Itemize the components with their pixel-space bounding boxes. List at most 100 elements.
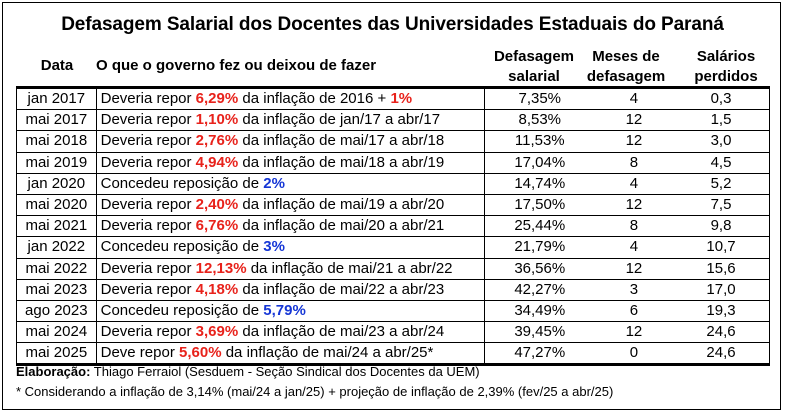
cell-salarios: 15,6 — [672, 257, 770, 280]
cell-action: Deveria repor 12,13% da inflação de mai/… — [95, 257, 485, 280]
cell-meses: 3 — [594, 278, 673, 301]
header-salarios-line1: Salários — [696, 48, 756, 65]
table-row: mai 2020 Deveria repor 2,40% da inflação … — [16, 193, 770, 217]
table-row: mai 2017 Deveria repor 1,10% da inflação … — [16, 109, 770, 132]
header-meses-line1: Meses de — [592, 48, 660, 65]
cell-defasagem: 34,49% — [483, 299, 595, 323]
figure-title: Defasagem Salarial dos Docentes das Univ… — [61, 14, 724, 35]
footer-note: * Considerando a inflação de 3,14% (mai/… — [16, 384, 614, 399]
cell-meses: 4 — [594, 87, 673, 111]
table-row: mai 2019 Deveria repor 4,94% da inflação … — [16, 151, 770, 174]
cell-defasagem: 7,35% — [483, 87, 595, 111]
header-what: O que o governo fez ou deixou de fazer — [96, 57, 377, 74]
action-percent: 2% — [263, 174, 285, 192]
cell-meses: 8 — [594, 151, 673, 174]
action-text: Concedeu reposição de — [100, 301, 264, 319]
table-row: mai 2023 Deveria repor 4,18% da inflação … — [16, 278, 770, 301]
footer-label: Elaboração: — [16, 364, 91, 379]
cell-defasagem: 42,27% — [483, 278, 595, 301]
cell-salarios: 24,6 — [672, 342, 770, 365]
footer-credit: Elaboração: Thiago Ferraiol (Sesduem - S… — [16, 364, 480, 379]
cell-salarios: 7,5 — [672, 193, 770, 217]
figure-frame — [2, 2, 781, 410]
cell-salarios: 9,8 — [672, 215, 770, 238]
cell-meses: 4 — [594, 236, 673, 259]
cell-defasagem: 36,56% — [483, 257, 595, 280]
header-date: Data — [40, 57, 74, 74]
cell-salarios: 24,6 — [672, 321, 770, 344]
action-text: da inflação de mai/17 a abr/18 — [238, 132, 445, 150]
salary-table: jan 2017 Deveria repor 6,29% da inflação … — [16, 87, 770, 365]
action-text: da inflação de mai/20 a abr/21 — [238, 217, 445, 235]
footer-text: Thiago Ferraiol (Sesduem - Seção Sindica… — [90, 364, 480, 379]
action-text: Deveria repor — [100, 90, 196, 108]
table-row: mai 2025 Deve repor 5,60% da inflação de … — [16, 342, 770, 365]
cell-action: Deveria repor 6,76% da inflação de mai/2… — [95, 215, 485, 238]
action-percent: 3% — [263, 238, 285, 256]
table-row: ago 2023 Concedeu reposição de 5,79% 34,49… — [16, 299, 770, 323]
header-rule — [16, 86, 770, 89]
action-text: Deveria repor — [100, 132, 196, 150]
action-percent: 2,76% — [195, 132, 239, 150]
table-row: mai 2018 Deveria repor 2,76% da inflação … — [16, 130, 770, 153]
header-salarios: Salários perdidos — [676, 47, 776, 87]
action-text: da inflação de mai/22 a abr/23 — [238, 280, 445, 298]
cell-action: Deveria repor 4,18% da inflação de mai/2… — [95, 278, 485, 301]
cell-action: Concedeu reposição de 2% — [95, 172, 485, 195]
cell-defasagem: 25,44% — [483, 215, 595, 238]
cell-meses: 12 — [594, 193, 673, 217]
header-defasagem-line1: Defasagem — [493, 48, 575, 65]
table-row: mai 2021 Deveria repor 6,76% da inflação … — [16, 215, 770, 238]
cell-date: mai 2021 — [16, 215, 97, 238]
cell-defasagem: 39,45% — [483, 321, 595, 344]
cell-action: Deveria repor 2,40% da inflação de mai/1… — [95, 193, 485, 217]
cell-action: Deveria repor 1,10% da inflação de jan/1… — [95, 109, 485, 132]
table-row: mai 2022 Deveria repor 12,13% da inflação… — [16, 257, 770, 280]
action-percent: 4,94% — [195, 153, 239, 171]
header-meses-line2: defasagem — [586, 68, 666, 85]
cell-action: Deveria repor 4,94% da inflação de mai/1… — [95, 151, 485, 174]
action-text: da inflação de mai/18 a abr/19 — [238, 153, 445, 171]
action-text: Deveria repor — [100, 196, 196, 214]
cell-salarios: 17,0 — [672, 278, 770, 301]
cell-meses: 12 — [594, 257, 673, 280]
header-defasagem-line2: salarial — [508, 68, 560, 85]
action-percent: 6,29% — [195, 90, 239, 108]
cell-meses: 12 — [594, 130, 673, 153]
cell-action: Deveria repor 2,76% da inflação de mai/1… — [95, 130, 485, 153]
cell-meses: 12 — [594, 109, 673, 132]
header-salarios-line2: perdidos — [694, 68, 758, 85]
cell-action: Concedeu reposição de 5,79% — [95, 299, 485, 323]
action-text: Concedeu reposição de — [100, 174, 264, 192]
action-text: da inflação de mai/24 a abr/25* — [221, 344, 434, 362]
cell-meses: 0 — [594, 342, 673, 365]
cell-date: mai 2024 — [16, 321, 97, 344]
cell-date: jan 2020 — [16, 172, 97, 195]
cell-defasagem: 11,53% — [483, 130, 595, 153]
cell-meses: 6 — [594, 299, 673, 323]
cell-date: mai 2023 — [16, 278, 97, 301]
cell-date: ago 2023 — [16, 299, 97, 323]
cell-date: jan 2017 — [16, 87, 97, 111]
cell-action: Deve repor 5,60% da inflação de mai/24 a… — [95, 342, 485, 365]
action-text: Deveria repor — [100, 217, 196, 235]
table-row: jan 2017 Deveria repor 6,29% da inflação … — [16, 87, 770, 111]
table-row: mai 2024 Deveria repor 3,69% da inflação … — [16, 321, 770, 344]
cell-date: mai 2019 — [16, 151, 97, 174]
cell-salarios: 19,3 — [672, 299, 770, 323]
cell-date: mai 2020 — [16, 193, 97, 217]
cell-salarios: 5,2 — [672, 172, 770, 195]
cell-defasagem: 21,79% — [483, 236, 595, 259]
cell-salarios: 4,5 — [672, 151, 770, 174]
action-percent: 1,10% — [195, 111, 239, 129]
cell-salarios: 1,5 — [672, 109, 770, 132]
table-row: jan 2020 Concedeu reposição de 2% 14,74% 4 5… — [16, 172, 770, 195]
header-meses: Meses de defasagem — [576, 47, 676, 87]
bottom-rule — [16, 363, 770, 366]
action-percent: 12,13% — [195, 259, 247, 277]
cell-date: mai 2025 — [16, 342, 97, 365]
action-text: Deveria repor — [100, 153, 196, 171]
cell-defasagem: 17,50% — [483, 193, 595, 217]
action-percent: 2,40% — [195, 196, 239, 214]
cell-date: mai 2022 — [16, 257, 97, 280]
